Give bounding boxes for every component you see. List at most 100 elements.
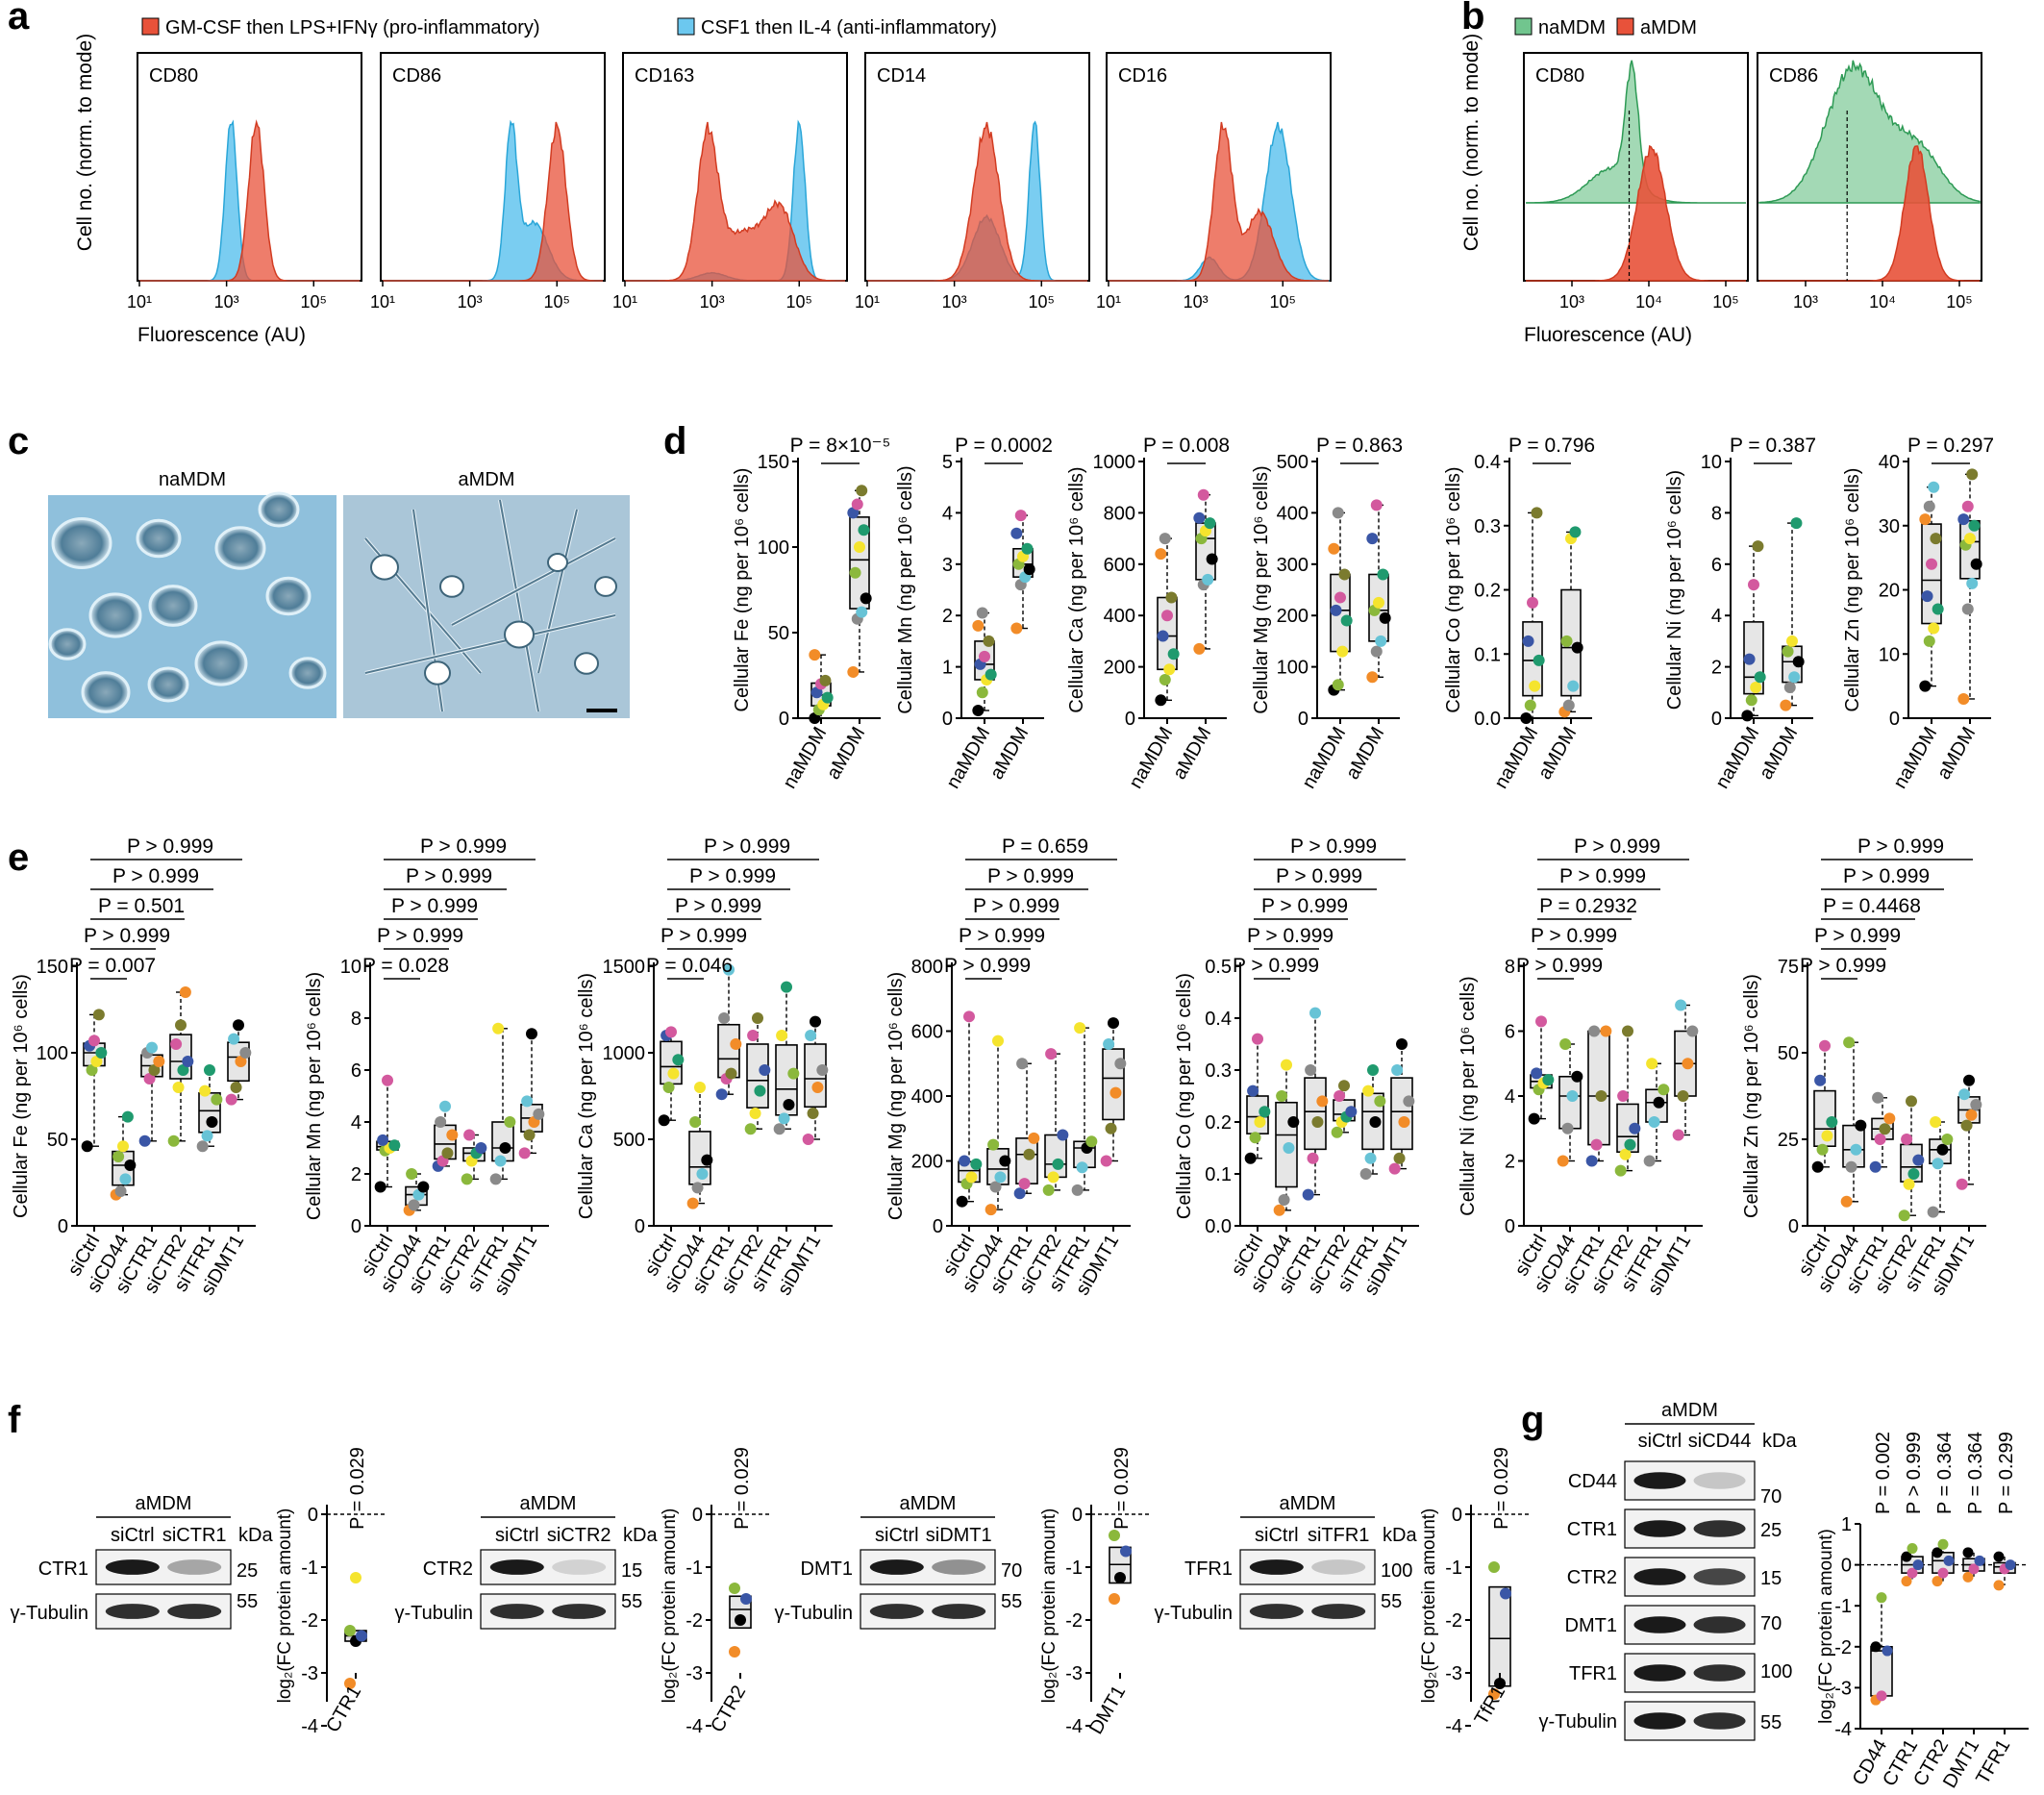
y-tick-label: 800 (911, 957, 943, 978)
data-point (1901, 1551, 1912, 1562)
y-tick-label: 600 (1104, 555, 1135, 576)
xtick: 10³ (1184, 292, 1209, 312)
band (1633, 1712, 1686, 1730)
data-point (1500, 1587, 1511, 1600)
xtick: 10¹ (855, 292, 880, 312)
data-point (1010, 622, 1023, 635)
cell (88, 592, 142, 638)
data-point (112, 1151, 125, 1162)
data-point (1157, 630, 1169, 642)
data-point (417, 1181, 430, 1193)
blot-row-label: TFR1 (1184, 1558, 1233, 1580)
cell (594, 576, 617, 597)
data-point (1780, 699, 1792, 711)
data-point (1936, 1143, 1949, 1156)
data-point (1958, 1088, 1971, 1101)
data-point (1057, 1129, 1069, 1141)
data-point (1926, 558, 1937, 570)
data-point (233, 1019, 244, 1032)
data-point (972, 704, 985, 716)
data-point (533, 1108, 545, 1120)
x-tick-label: CTR1 (322, 1683, 365, 1736)
data-point (1675, 999, 1687, 1011)
data-point (809, 712, 821, 724)
data-point (1316, 1095, 1329, 1108)
box (1044, 1134, 1067, 1179)
blot-row-label: CTR1 (38, 1558, 88, 1580)
y-tick-label: 8 (351, 1009, 361, 1030)
data-point (1287, 1116, 1300, 1128)
data-point (1244, 1152, 1257, 1164)
box (746, 1043, 769, 1109)
cell-process (364, 614, 616, 674)
y-tick-label: 2 (351, 1164, 361, 1185)
p-value: P > 0.999 (127, 835, 213, 858)
data-point (388, 1139, 401, 1152)
data-point (1750, 681, 1762, 693)
panel_e-label: e (8, 836, 29, 879)
legend-a: aMDM (1640, 17, 1697, 38)
cell (51, 517, 112, 569)
data-point (1338, 568, 1351, 581)
band (1249, 1559, 1304, 1575)
data-point (976, 686, 988, 699)
data-point (492, 1022, 505, 1035)
data-point (408, 1199, 420, 1211)
y-tick-label: 150 (758, 452, 789, 473)
scale-bar (586, 709, 617, 712)
data-point (989, 1181, 1002, 1193)
data-point (1013, 1187, 1026, 1200)
band (932, 1559, 986, 1575)
y-tick-label: 6 (1711, 555, 1722, 576)
data-point (718, 1012, 731, 1024)
data-point (1962, 1547, 1974, 1558)
y-tick-label: -3 (1834, 1678, 1852, 1699)
data-point (819, 674, 832, 686)
blot-target (480, 1549, 616, 1585)
data-point (1330, 604, 1342, 616)
data-point (1974, 1555, 1985, 1566)
data-point (119, 1173, 132, 1185)
data-point (138, 1134, 151, 1147)
data-point (1023, 563, 1035, 576)
data-point (475, 1142, 487, 1154)
hist-pro (625, 121, 845, 282)
data-point (694, 1082, 706, 1093)
p-value: P > 0.999 (1843, 865, 1930, 887)
p-value: P > 0.999 (391, 895, 478, 917)
data-point (204, 1064, 215, 1076)
mw-label: 55 (1381, 1591, 1402, 1612)
data-point (749, 1108, 761, 1119)
data-point (1617, 1090, 1630, 1102)
data-point (1531, 507, 1543, 519)
data-point (170, 1038, 183, 1050)
xtick: 10³ (1793, 292, 1818, 312)
data-point (1276, 1090, 1288, 1102)
p-value: P > 0.999 (406, 865, 492, 887)
cell (194, 640, 248, 686)
cell (265, 576, 312, 616)
data-point (1535, 1015, 1547, 1028)
y-tick-label: 0 (692, 1505, 703, 1526)
data-point (810, 1015, 821, 1028)
p-value: P > 0.999 (689, 865, 776, 887)
data-point (1529, 680, 1541, 692)
mw-label: 70 (1001, 1560, 1022, 1582)
p-value: P = 8×10⁻⁵ (790, 435, 891, 457)
p-value: P = 0.008 (1143, 435, 1230, 457)
data-point (1782, 645, 1794, 658)
data-point (1367, 1064, 1379, 1076)
data-point (1907, 1567, 1918, 1579)
band (1693, 1472, 1746, 1489)
data-point (1375, 635, 1387, 647)
data-point (1531, 1067, 1543, 1080)
y-axis-label: Cellular Fe (ng per 10⁶ cells) (732, 468, 753, 712)
panel-b-ylabel: Cell no. (norm. to mode) (1460, 34, 1483, 251)
y-axis-label: Cellular Ca (ng per 10⁶ cells) (1066, 466, 1087, 712)
blot-row-label: DMT1 (1565, 1615, 1617, 1636)
box (1304, 1077, 1327, 1151)
data-point (1882, 1645, 1893, 1657)
data-point (1960, 1119, 1973, 1132)
y-tick-label: 4 (1505, 1086, 1515, 1108)
